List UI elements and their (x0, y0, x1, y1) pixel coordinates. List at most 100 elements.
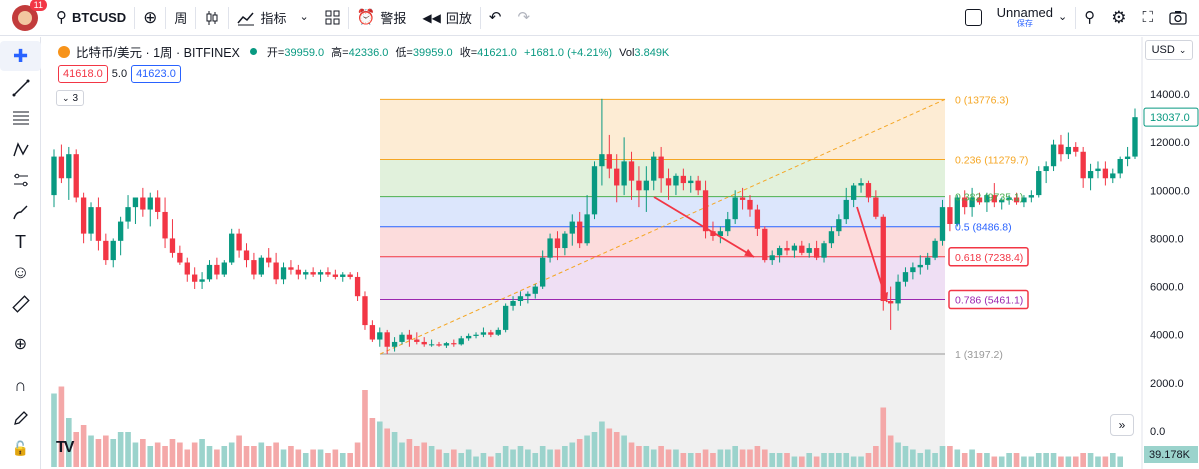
candle-body[interactable] (843, 199, 849, 220)
fib-trend-line[interactable] (379, 98, 946, 355)
tradingview-logo[interactable]: TV (56, 439, 75, 456)
candle-body[interactable] (688, 180, 694, 184)
candle-body[interactable] (643, 180, 649, 191)
candle-body[interactable] (317, 272, 324, 275)
candle-body[interactable] (651, 156, 657, 181)
candle-body[interactable] (1080, 151, 1086, 179)
candle-body[interactable] (384, 332, 390, 347)
candle-body[interactable] (999, 199, 1005, 203)
candle-body[interactable] (717, 231, 724, 237)
candle-body[interactable] (266, 257, 272, 263)
candle-body[interactable] (1095, 168, 1101, 172)
candle-body[interactable] (887, 301, 894, 304)
layout-select-button[interactable]: Unnamed 保存 ⌄ (957, 0, 1076, 36)
candle-body[interactable] (480, 332, 487, 335)
candle-body[interactable] (288, 267, 294, 270)
candle-body[interactable] (451, 343, 457, 345)
drawn-arrow-head[interactable] (744, 248, 754, 257)
candle-body[interactable] (103, 240, 109, 261)
compare-button[interactable]: ⊕ (135, 0, 165, 36)
candle-body[interactable] (443, 343, 450, 346)
candle-body[interactable] (873, 197, 879, 217)
user-avatar[interactable]: 11 (12, 0, 47, 31)
candle-body[interactable] (140, 197, 146, 210)
price-axis[interactable] (1142, 37, 1199, 469)
candle-body[interactable] (1065, 146, 1072, 155)
candle-body[interactable] (577, 221, 583, 244)
text-tool[interactable]: T (0, 227, 41, 257)
candle-body[interactable] (243, 250, 250, 261)
candle-body[interactable] (199, 279, 205, 282)
undo-button[interactable]: ↶ (481, 0, 510, 36)
candle-body[interactable] (658, 156, 664, 179)
candle-body[interactable] (488, 332, 494, 335)
candle-body[interactable] (902, 272, 909, 282)
candle-body[interactable] (932, 240, 938, 258)
candle-body[interactable] (192, 274, 198, 282)
candle-body[interactable] (303, 272, 309, 275)
redo-button[interactable]: ↷ (509, 0, 538, 36)
candle-body[interactable] (95, 207, 102, 241)
scroll-to-realtime-button[interactable]: » (1110, 414, 1134, 436)
candle-body[interactable] (984, 195, 990, 203)
candle-body[interactable] (636, 180, 642, 191)
replay-button[interactable]: ◀◀ 回放 (414, 0, 479, 36)
drawn-arrow-line[interactable] (653, 196, 755, 258)
candle-body[interactable] (962, 197, 968, 208)
candle-body[interactable] (421, 341, 427, 345)
candle-body[interactable] (562, 233, 568, 249)
candle-body[interactable] (177, 252, 183, 263)
candle-body[interactable] (821, 243, 827, 258)
candle-body[interactable] (229, 233, 235, 263)
candle-body[interactable] (184, 262, 190, 275)
candle-body[interactable] (828, 231, 835, 244)
candle-body[interactable] (399, 334, 405, 342)
candle-body[interactable] (939, 207, 946, 241)
candle-body[interactable] (206, 264, 213, 280)
candle-body[interactable] (251, 260, 257, 275)
snapshot-button[interactable] (1161, 0, 1199, 36)
candle-body[interactable] (791, 245, 798, 251)
indicators-collapse-button[interactable]: ⌄ 3 (56, 90, 84, 106)
templates-button[interactable] (317, 0, 348, 36)
candle-body[interactable] (510, 301, 516, 306)
emoji-tool[interactable]: ☺ (0, 257, 41, 287)
settings-button[interactable]: ⚙ (1103, 0, 1134, 36)
candle-body[interactable] (880, 216, 886, 302)
quick-search-button[interactable]: ⚲ (1076, 0, 1103, 36)
candle-body[interactable] (51, 156, 57, 196)
candle-body[interactable] (1043, 166, 1049, 172)
candle-body[interactable] (154, 197, 161, 212)
candle-body[interactable] (606, 154, 612, 169)
candle-body[interactable] (465, 335, 472, 339)
candle-body[interactable] (584, 214, 590, 244)
chart-type-button[interactable] (196, 0, 228, 36)
candle-body[interactable] (1124, 156, 1131, 159)
candle-body[interactable] (502, 305, 509, 330)
candle-body[interactable] (273, 262, 279, 280)
candle-body[interactable] (236, 233, 242, 251)
magnet-tool[interactable]: ∩ (0, 371, 41, 401)
candle-body[interactable] (554, 238, 561, 249)
candle-body[interactable] (858, 183, 864, 186)
candle-body[interactable] (473, 334, 479, 336)
fib-label-highlight[interactable] (948, 289, 1029, 310)
drawn-arrow-line[interactable] (856, 206, 888, 303)
candle-body[interactable] (377, 332, 383, 340)
candle-body[interactable] (88, 207, 94, 234)
candle-body[interactable] (1058, 144, 1064, 155)
candle-body[interactable] (295, 269, 302, 275)
candle-body[interactable] (799, 245, 805, 253)
alert-button[interactable]: ⏰ 警报 (349, 0, 415, 36)
symbol-search-button[interactable]: ⚲ BTCUSD (48, 0, 134, 36)
candle-body[interactable] (1102, 168, 1109, 179)
fib-tool[interactable] (0, 103, 41, 133)
candle-body[interactable] (865, 183, 872, 198)
candle-body[interactable] (214, 264, 220, 275)
candle-body[interactable] (1050, 144, 1057, 167)
candle-body[interactable] (673, 175, 679, 186)
interval-button[interactable]: 周 (174, 11, 188, 26)
trend-line-tool[interactable] (0, 73, 41, 103)
candle-body[interactable] (369, 325, 376, 340)
candle-body[interactable] (117, 221, 124, 241)
